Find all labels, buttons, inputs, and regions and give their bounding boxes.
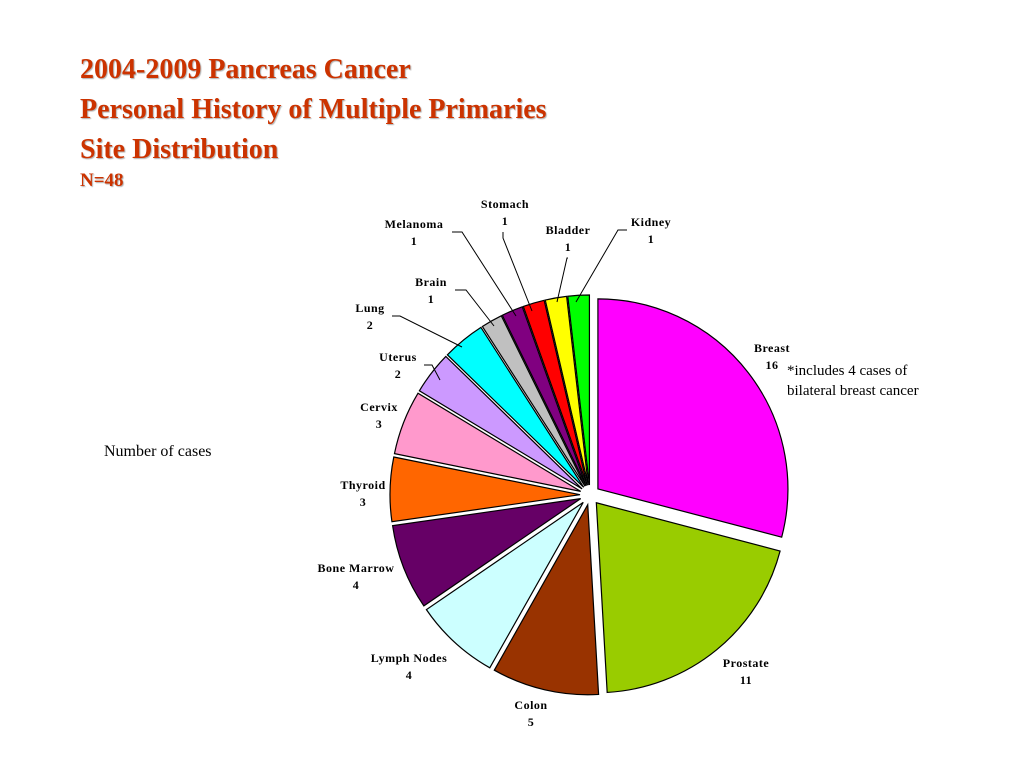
leader-line-lung	[392, 315, 463, 348]
chart-title: 2004-2009 Pancreas Cancer Personal Histo…	[80, 50, 547, 192]
note-line-2: bilateral breast cancer	[787, 383, 919, 399]
pie-slice-breast	[597, 298, 789, 538]
slice-label-thyroid: Thyroid	[340, 478, 385, 492]
slice-label-cervix: Cervix	[360, 400, 398, 414]
slice-value-stomach: 1	[502, 214, 509, 228]
chart-subtitle: N=48	[80, 170, 124, 191]
leader-line-melanoma	[452, 231, 517, 317]
slice-value-lymph-nodes: 4	[406, 668, 413, 682]
slice-value-cervix: 3	[376, 417, 383, 431]
leader-line-kidney	[575, 229, 627, 303]
slice-label-stomach: Stomach	[481, 197, 529, 211]
pie-slice-lymph-nodes	[425, 501, 584, 669]
slice-value-melanoma: 1	[411, 234, 418, 248]
pie-slice-bladder	[544, 295, 589, 486]
slice-label-melanoma: Melanoma	[385, 217, 444, 231]
pie-slice-thyroid	[389, 456, 581, 523]
pie-slice-kidney	[567, 294, 591, 486]
slice-value-thyroid: 3	[360, 495, 367, 509]
slice-value-prostate: 11	[740, 673, 752, 687]
note-line-1: *includes 4 cases of	[787, 363, 908, 379]
value-unit-label: Number of cases	[104, 443, 212, 460]
pie-slice-colon	[493, 502, 600, 696]
leader-line-uterus	[424, 364, 441, 381]
slice-label-kidney: Kidney	[631, 215, 671, 229]
slice-label-bladder: Bladder	[546, 223, 591, 237]
pie-slice-stomach	[522, 299, 588, 486]
slice-value-uterus: 2	[395, 367, 402, 381]
title-line-1: 2004-2009 Pancreas Cancer	[80, 54, 411, 85]
slice-value-breast: 16	[766, 358, 779, 372]
leader-line-stomach	[502, 232, 533, 312]
slice-label-lung: Lung	[355, 301, 384, 315]
slice-label-uterus: Uterus	[379, 350, 417, 364]
slice-label-colon: Colon	[514, 698, 547, 712]
title-line-3: Site Distribution	[80, 134, 279, 165]
slice-value-colon: 5	[528, 715, 535, 729]
slice-label-bone-marrow: Bone Marrow	[318, 561, 395, 575]
slice-label-brain: Brain	[415, 275, 447, 289]
pie-slice-lung	[446, 326, 585, 488]
pie-slice-cervix	[393, 392, 581, 492]
slice-value-brain: 1	[428, 292, 435, 306]
slice-value-lung: 2	[367, 318, 374, 332]
slice-value-bladder: 1	[565, 240, 572, 254]
slice-label-lymph-nodes: Lymph Nodes	[371, 651, 448, 665]
pie-slice-prostate	[595, 501, 781, 694]
pie-slice-bone-marrow	[391, 498, 582, 607]
slice-label-breast: Breast	[754, 341, 790, 355]
pie-slice-uterus	[418, 355, 583, 490]
pie-slice-brain	[481, 314, 586, 487]
slice-value-bone-marrow: 4	[353, 578, 360, 592]
leader-line-bladder	[556, 257, 568, 303]
slice-label-prostate: Prostate	[723, 656, 770, 670]
leader-line-brain	[455, 289, 495, 327]
slice-value-kidney: 1	[648, 232, 655, 246]
breast-footnote: *includes 4 cases of bilateral breast ca…	[787, 361, 919, 401]
title-line-2: Personal History of Multiple Primaries	[80, 94, 547, 125]
